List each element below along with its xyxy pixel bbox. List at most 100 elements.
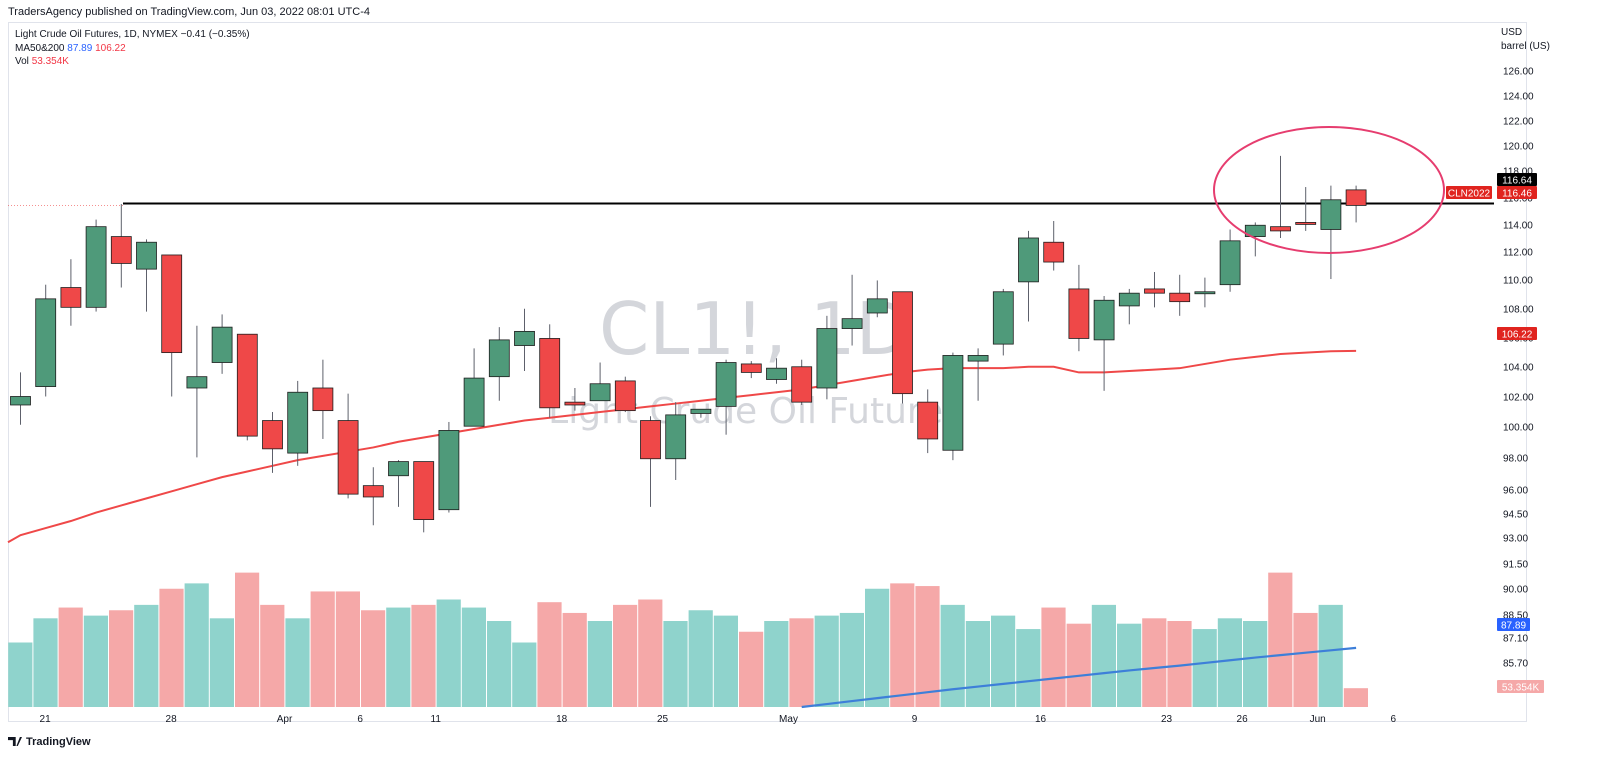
time-tick-label: 28: [166, 714, 178, 725]
price-tick-label: 118.00: [1503, 167, 1533, 178]
volume-bar: [512, 642, 537, 707]
price-tick-label: 90.00: [1503, 585, 1528, 596]
candle-body: [715, 362, 737, 407]
legend-vol: Vol 53.354K: [15, 55, 250, 69]
resistance-line[interactable]: [8, 202, 1494, 206]
candle-body: [589, 383, 611, 402]
candle: [287, 380, 309, 466]
price-tick-label: 124.00: [1503, 92, 1534, 103]
candle: [816, 315, 838, 400]
candle: [715, 359, 737, 435]
candle-body: [816, 328, 838, 389]
candle: [413, 461, 435, 533]
candle: [1068, 264, 1090, 352]
candle: [740, 361, 762, 379]
candle-body: [1068, 288, 1090, 339]
volume-bar: [965, 621, 990, 707]
time-tick-label: Jun: [1310, 714, 1326, 725]
candle: [892, 291, 913, 404]
price-tick-label: 126.00: [1503, 67, 1534, 78]
candle: [1194, 277, 1216, 308]
volume-bar: [915, 586, 940, 707]
highlight-ellipse[interactable]: [1213, 126, 1445, 254]
candle: [10, 372, 31, 425]
time-tick-label: 11: [431, 714, 442, 725]
last-price-label: 116.46: [1497, 186, 1537, 200]
volume-bar: [713, 615, 738, 707]
volume-bar: [83, 615, 108, 707]
axis-currency: USD: [1501, 27, 1522, 38]
vol-price-label-bg: [1497, 680, 1544, 693]
publisher-line: TradersAgency published on TradingView.c…: [8, 6, 370, 18]
volume-bar: [739, 631, 764, 707]
candle-body: [614, 380, 636, 412]
volume-bar: [839, 612, 864, 707]
candle: [136, 239, 157, 312]
volume-bar: [764, 621, 789, 707]
candle: [1320, 185, 1342, 280]
candle: [614, 376, 636, 413]
candle-body: [992, 291, 1014, 345]
price-tick-label: 112.00: [1503, 248, 1533, 259]
candle-body: [1244, 224, 1266, 237]
time-tick-label: 21: [40, 714, 52, 725]
brand-text: TradingView: [26, 736, 91, 748]
candle: [186, 325, 208, 458]
volume-bar: [537, 602, 562, 707]
candle-body: [186, 376, 208, 389]
volume-bar: [814, 615, 839, 707]
volume-bar: [209, 618, 234, 707]
tradingview-logo-icon: [8, 737, 22, 746]
volume-bar: [587, 621, 612, 707]
candle: [463, 348, 485, 427]
volume-bar: [134, 604, 159, 707]
candle-body: [1219, 240, 1241, 286]
volume-bar: [1192, 629, 1217, 707]
price-tick-label: 98.00: [1503, 454, 1528, 465]
ma-vol-price-label: 87.89: [1497, 618, 1530, 632]
volume-bar: [1268, 572, 1293, 707]
candle-body: [1295, 222, 1317, 225]
volume-bar: [1041, 607, 1066, 707]
watermark-symbol: CL1!, 1D: [599, 287, 911, 371]
volume-bar: [865, 588, 890, 707]
volume-bar: [1066, 623, 1091, 707]
price-tick-label: 85.70: [1503, 659, 1528, 670]
volume-bar: [638, 599, 663, 707]
candle: [1295, 187, 1317, 231]
candle: [564, 387, 586, 411]
volume-bar: [562, 612, 587, 707]
candle: [992, 288, 1014, 356]
volume-bar: [890, 583, 915, 707]
candle-body: [892, 291, 913, 395]
volume-bar: [58, 607, 83, 707]
vol-price-label-text: 53.354K: [1502, 683, 1540, 694]
volume-bar: [991, 615, 1016, 707]
legend-vol-label: Vol: [15, 56, 29, 67]
candle: [665, 402, 687, 480]
price-tick-label: 96.00: [1503, 486, 1528, 497]
price-tick-label: 102.00: [1503, 393, 1534, 404]
candle: [60, 259, 82, 326]
annotation-circle[interactable]: [1213, 126, 1445, 254]
candle: [1219, 229, 1241, 292]
volume-bar: [1293, 612, 1318, 707]
time-axis[interactable]: 21 28 Apr 6 11 18 25 May 9 16 23 26 Jun 6: [40, 714, 1397, 725]
ma-vol-price-label-text: 87.89: [1501, 621, 1526, 632]
legend: Light Crude Oil Futures, 1D, NYMEX −0.41…: [15, 28, 250, 69]
volume-bar: [109, 610, 134, 707]
volume-ma-line: [801, 646, 1357, 709]
time-tick-label: 25: [657, 714, 669, 725]
price-axis[interactable]: USD barrel (US) 126.00 124.00 122.00 120.00…: [1501, 27, 1550, 670]
candle-body: [463, 377, 485, 427]
legend-ma: MA50&200 87.89 106.22: [15, 42, 250, 56]
candle: [766, 358, 787, 384]
tradingview-brand[interactable]: TradingView: [8, 736, 91, 748]
volume-bar: [1016, 629, 1041, 707]
candle: [841, 274, 863, 346]
time-tick-label: 6: [357, 714, 363, 725]
price-tick-label: 104.00: [1503, 363, 1534, 374]
price-tick-label: 114.00: [1503, 221, 1533, 232]
candles: [10, 155, 1367, 533]
